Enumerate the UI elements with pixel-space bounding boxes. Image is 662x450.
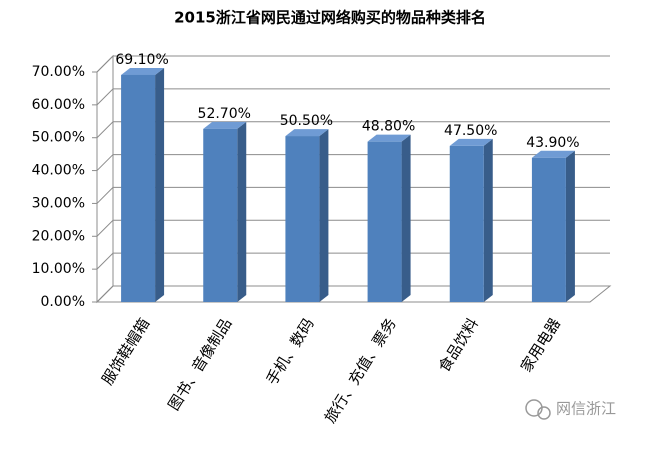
icon <box>537 406 551 420</box>
watermark: 网信浙江 <box>556 400 616 418</box>
bar <box>121 74 156 302</box>
data-label: 48.80% <box>362 119 415 135</box>
grid-line <box>96 186 610 204</box>
x-tick-label: 图书、音像制品 <box>165 315 236 414</box>
bar-top <box>531 150 575 158</box>
x-tick-label: 家用电器 <box>517 315 564 375</box>
bar-side <box>483 138 493 302</box>
bar-side <box>565 150 575 302</box>
x-tick-label: 手机、数码 <box>263 315 318 388</box>
y-tick-label: 10.00% <box>32 261 85 277</box>
back-wall <box>96 54 114 304</box>
data-label: 69.10% <box>115 52 168 68</box>
grid-line <box>96 154 610 171</box>
watermark-icon <box>525 399 551 420</box>
grid-line <box>96 55 610 73</box>
chart-title: 2015浙江省网民通过网络购买的物品种类排名 <box>174 9 486 27</box>
bar <box>449 145 484 302</box>
data-label: 50.50% <box>280 113 333 129</box>
bar-side <box>319 129 329 302</box>
bar <box>203 128 238 302</box>
bar-top <box>367 134 411 142</box>
bar-top <box>285 129 329 137</box>
grid-line <box>96 252 610 270</box>
bar-side <box>401 134 411 302</box>
bar <box>367 141 402 302</box>
bar-top <box>449 138 493 146</box>
x-tick-label: 旅行、充值、票务 <box>321 315 400 426</box>
y-tick-label: 30.00% <box>32 195 85 211</box>
y-tick-label: 50.00% <box>32 130 85 146</box>
grid-line <box>96 121 610 139</box>
data-label: 43.90% <box>526 135 579 151</box>
x-tick-label: 食品饮料 <box>435 315 482 375</box>
bar-top <box>121 67 165 75</box>
bar <box>285 136 320 302</box>
y-tick-label: 0.00% <box>41 294 85 310</box>
grid-line <box>96 285 610 303</box>
y-tick-label: 70.00% <box>32 64 85 80</box>
y-tick-label: 40.00% <box>32 163 85 179</box>
data-label: 47.50% <box>444 123 497 139</box>
bar-side <box>237 121 247 302</box>
bar-side <box>155 67 165 302</box>
data-label: 52.70% <box>198 106 251 122</box>
y-tick-label: 20.00% <box>32 228 85 244</box>
x-tick-label: 服饰鞋帽箱 <box>98 315 153 388</box>
grid-line <box>96 219 610 237</box>
bar <box>531 157 566 302</box>
bar-top <box>203 121 247 129</box>
y-tick-label: 60.00% <box>32 97 85 113</box>
grid-line <box>96 88 610 106</box>
